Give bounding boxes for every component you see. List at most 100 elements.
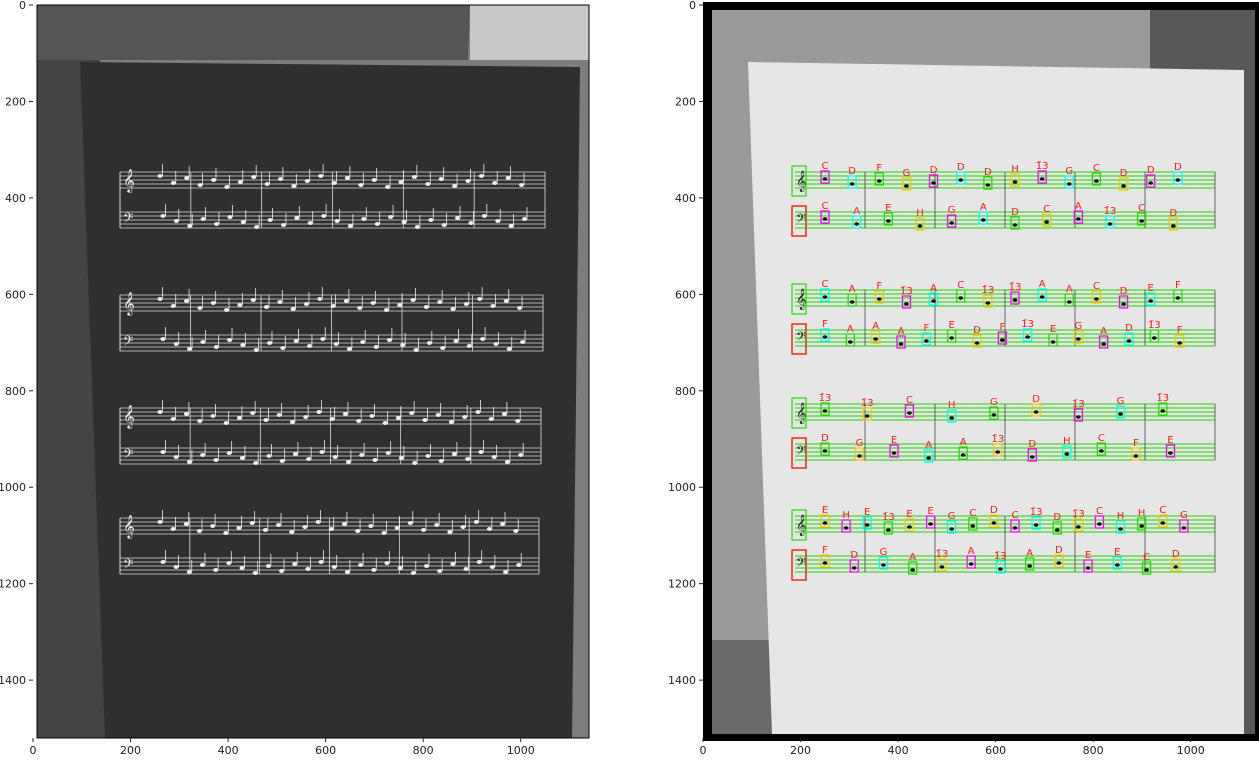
note-head (370, 301, 376, 305)
note-detection-box (874, 172, 884, 186)
note-label: E (949, 320, 955, 331)
note-label: F (822, 319, 828, 330)
note-head (1121, 184, 1126, 188)
note-head (518, 453, 524, 457)
note-head (210, 178, 217, 182)
note-head (289, 420, 296, 424)
note-head (394, 526, 400, 530)
note-label: G (948, 205, 956, 216)
note-head (491, 455, 497, 459)
note-head (1144, 568, 1149, 572)
note-detection-box (904, 518, 915, 532)
note-head (358, 563, 364, 567)
note-head (980, 218, 986, 222)
note-label: D (1011, 207, 1019, 218)
note-head (371, 178, 377, 182)
note-head (1114, 563, 1120, 567)
note-head (949, 416, 955, 420)
y-tick-label: 1200 (668, 578, 696, 591)
note-head (1151, 336, 1157, 340)
note-label: A (1075, 201, 1082, 212)
note-detection-box (1037, 288, 1047, 302)
note-head (303, 302, 310, 306)
note-detection-box (947, 214, 957, 228)
note-head (412, 461, 418, 465)
x-tick-label: 600 (985, 744, 1006, 757)
note-head (289, 530, 295, 534)
note-head (355, 529, 361, 533)
note-head (910, 568, 916, 572)
note-detection-box (1031, 516, 1041, 530)
note-detection-box (871, 330, 881, 344)
note-head (200, 453, 206, 457)
note-detection-box (1158, 402, 1168, 416)
note-head (1175, 178, 1181, 182)
note-detection-box (1083, 559, 1093, 573)
note-head (849, 300, 855, 304)
note-detection-box (908, 561, 918, 575)
note-head (1056, 561, 1062, 565)
note-label: G (1074, 321, 1082, 332)
note-head (1139, 219, 1145, 223)
note-head (822, 409, 828, 413)
y-tick-label: 1200 (0, 578, 26, 591)
note-detection-box (1173, 171, 1183, 185)
note-detection-box (921, 332, 931, 346)
note-detection-box (1042, 213, 1052, 227)
note-head (500, 522, 506, 526)
bass-clef-detection (791, 323, 807, 355)
note-head (170, 181, 176, 185)
note-detection-box (847, 175, 857, 189)
note-label: F (876, 163, 882, 174)
note-head (304, 179, 310, 183)
note-head (186, 570, 192, 574)
note-head (291, 184, 297, 188)
note-head (328, 527, 334, 531)
note-label: D (1053, 512, 1061, 523)
treble-clef-icon: 𝄞 (123, 514, 135, 539)
note-label: C (1093, 163, 1100, 174)
note-head (173, 342, 179, 346)
note-head (1181, 526, 1187, 530)
note-head (280, 223, 287, 227)
note-head (223, 531, 229, 535)
note-head (931, 299, 936, 303)
note-head (173, 219, 179, 223)
note-head (197, 306, 203, 310)
note-head (473, 520, 479, 524)
note-label: A (1026, 548, 1033, 559)
note-head (253, 461, 259, 465)
note-label: 1̄3 (861, 398, 874, 409)
note-head (939, 565, 945, 569)
note-head (506, 347, 512, 351)
note-head (1160, 521, 1166, 525)
note-detection-box (995, 560, 1006, 574)
note-head (262, 528, 269, 532)
note-head (1177, 341, 1183, 345)
note-head (847, 340, 853, 344)
note-head (423, 305, 430, 309)
note-detection-box (989, 406, 999, 420)
note-detection-box (1054, 554, 1064, 568)
note-label: D (990, 505, 998, 516)
note-head (891, 451, 897, 455)
note-head (213, 222, 220, 226)
note-label: D (930, 165, 938, 176)
note-detection-box (1124, 332, 1134, 346)
note-detection-box (820, 514, 830, 528)
note-head (440, 346, 446, 350)
note-head (200, 340, 206, 344)
note-head (1107, 222, 1113, 226)
note-head (822, 335, 828, 339)
note-head (999, 338, 1005, 342)
y-tick-label: 400 (5, 192, 26, 205)
note-head (293, 339, 299, 343)
note-head (428, 218, 434, 222)
note-head (173, 455, 179, 459)
note-detection-box (1023, 328, 1033, 342)
note-head (463, 567, 469, 571)
note-label: 1̄3 (1104, 206, 1117, 217)
note-head (1075, 217, 1081, 221)
note-head (321, 214, 327, 218)
note-head (400, 343, 406, 347)
